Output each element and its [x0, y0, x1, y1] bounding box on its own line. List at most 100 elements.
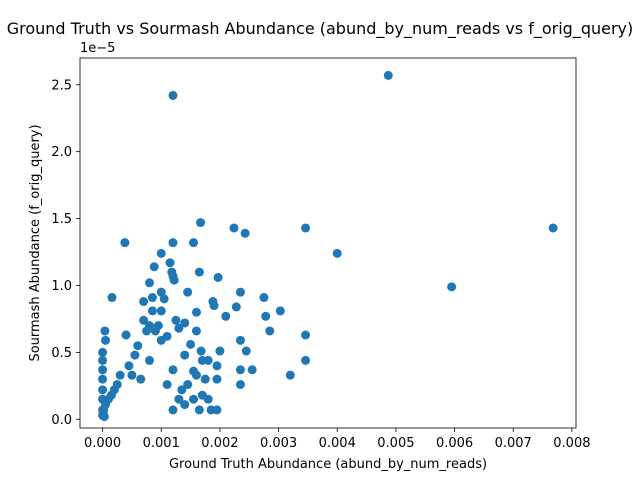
data-point — [301, 223, 311, 233]
data-point — [189, 238, 199, 248]
data-point — [203, 355, 213, 365]
data-point — [139, 297, 149, 307]
plot-frame — [79, 57, 577, 429]
data-point — [142, 326, 152, 336]
data-point — [180, 350, 190, 360]
data-point — [548, 223, 558, 233]
x-tick-label: 0.006 — [436, 436, 473, 451]
data-point — [98, 410, 108, 420]
data-point — [191, 326, 201, 336]
y-axis-offset-text: 1e−5 — [80, 41, 115, 56]
data-point — [229, 223, 239, 233]
data-point — [213, 272, 223, 282]
data-point — [159, 294, 169, 304]
y-tick-label: 0.0 — [51, 413, 72, 428]
data-point — [212, 361, 222, 371]
data-point — [124, 361, 134, 371]
data-point — [145, 278, 155, 288]
data-point — [168, 90, 178, 100]
data-point — [168, 365, 178, 375]
data-point — [121, 330, 131, 340]
data-point — [180, 400, 190, 410]
y-tick-label: 2.5 — [51, 78, 72, 93]
data-point — [147, 293, 157, 303]
data-point — [259, 293, 269, 303]
data-point — [115, 370, 125, 380]
data-point — [130, 350, 140, 360]
data-point — [196, 346, 206, 356]
data-point — [194, 405, 204, 415]
data-point — [194, 267, 204, 277]
x-tick-label: 0.005 — [377, 436, 414, 451]
data-point — [174, 394, 184, 404]
data-point — [247, 365, 257, 375]
data-point — [107, 293, 117, 303]
data-point — [275, 306, 285, 316]
data-point — [209, 301, 219, 311]
data-point — [241, 346, 251, 356]
x-axis-ticks: 0.000 0.001 0.002 0.003 0.004 0.005 0.006 0.007… — [84, 428, 591, 451]
data-point — [191, 370, 201, 380]
x-tick-label: 0.008 — [553, 436, 590, 451]
data-point — [231, 302, 241, 312]
data-point — [203, 394, 213, 404]
data-point — [98, 385, 108, 395]
y-tick-label: 1.0 — [51, 279, 72, 294]
x-tick-label: 0.004 — [319, 436, 356, 451]
scatter-points — [98, 70, 558, 422]
data-point — [171, 315, 181, 325]
data-point — [235, 380, 245, 390]
data-point — [196, 218, 206, 228]
data-point — [301, 355, 311, 365]
x-tick-label: 0.003 — [260, 436, 297, 451]
data-point — [265, 326, 275, 336]
data-point — [156, 306, 166, 316]
data-point — [127, 370, 137, 380]
data-point — [189, 394, 199, 404]
data-point — [183, 287, 193, 297]
x-axis-label: Ground Truth Abundance (abund_by_num_rea… — [169, 457, 487, 472]
data-point — [120, 238, 130, 248]
y-tick-label: 2.0 — [51, 145, 72, 160]
data-point — [191, 307, 201, 317]
y-tick-label: 1.5 — [51, 212, 72, 227]
y-axis-label: Sourmash Abundance (f_orig_query) — [28, 124, 43, 361]
y-tick-label: 0.5 — [51, 346, 72, 361]
data-point — [147, 306, 157, 316]
data-point — [98, 365, 108, 375]
data-point — [285, 370, 295, 380]
data-point — [98, 374, 108, 384]
data-point — [165, 258, 175, 268]
data-point — [145, 355, 155, 365]
data-point — [447, 282, 457, 292]
data-point — [153, 321, 163, 331]
data-point — [100, 326, 110, 336]
chart-title: Ground Truth vs Sourmash Abundance (abun… — [7, 19, 634, 39]
data-point — [235, 365, 245, 375]
data-point — [212, 405, 222, 415]
data-point — [162, 331, 172, 341]
data-point — [235, 287, 245, 297]
data-point — [200, 374, 210, 384]
data-point — [162, 380, 172, 390]
data-point — [221, 311, 231, 321]
data-point — [98, 347, 108, 357]
data-point — [136, 374, 146, 384]
data-point — [149, 262, 159, 272]
data-point — [240, 228, 250, 238]
x-tick-label: 0.000 — [84, 436, 121, 451]
data-point — [332, 248, 342, 258]
data-point — [183, 380, 193, 390]
data-point — [212, 374, 222, 384]
data-point — [98, 394, 108, 404]
data-point — [301, 330, 311, 340]
data-point — [133, 341, 143, 351]
y-axis-ticks: 0.0 0.5 1.0 1.5 2.0 2.5 — [51, 78, 80, 428]
data-point — [261, 311, 271, 321]
data-point — [101, 335, 111, 345]
data-point — [174, 323, 184, 333]
x-tick-label: 0.001 — [143, 436, 180, 451]
data-point — [177, 385, 187, 395]
data-point — [168, 238, 178, 248]
